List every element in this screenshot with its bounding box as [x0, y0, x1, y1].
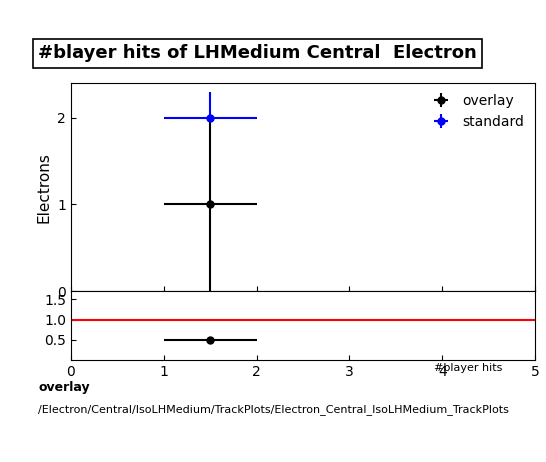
Text: #blayer hits of LHMedium Central  Electron: #blayer hits of LHMedium Central Electro… [38, 44, 477, 62]
Text: overlay: overlay [38, 381, 90, 394]
Text: /Electron/Central/IsoLHMedium/TrackPlots/Electron_Central_IsoLHMedium_TrackPlots: /Electron/Central/IsoLHMedium/TrackPlots… [38, 404, 509, 415]
Legend: overlay, standard: overlay, standard [423, 90, 528, 134]
Y-axis label: Electrons: Electrons [37, 152, 52, 223]
Text: #blayer hits: #blayer hits [434, 363, 502, 373]
